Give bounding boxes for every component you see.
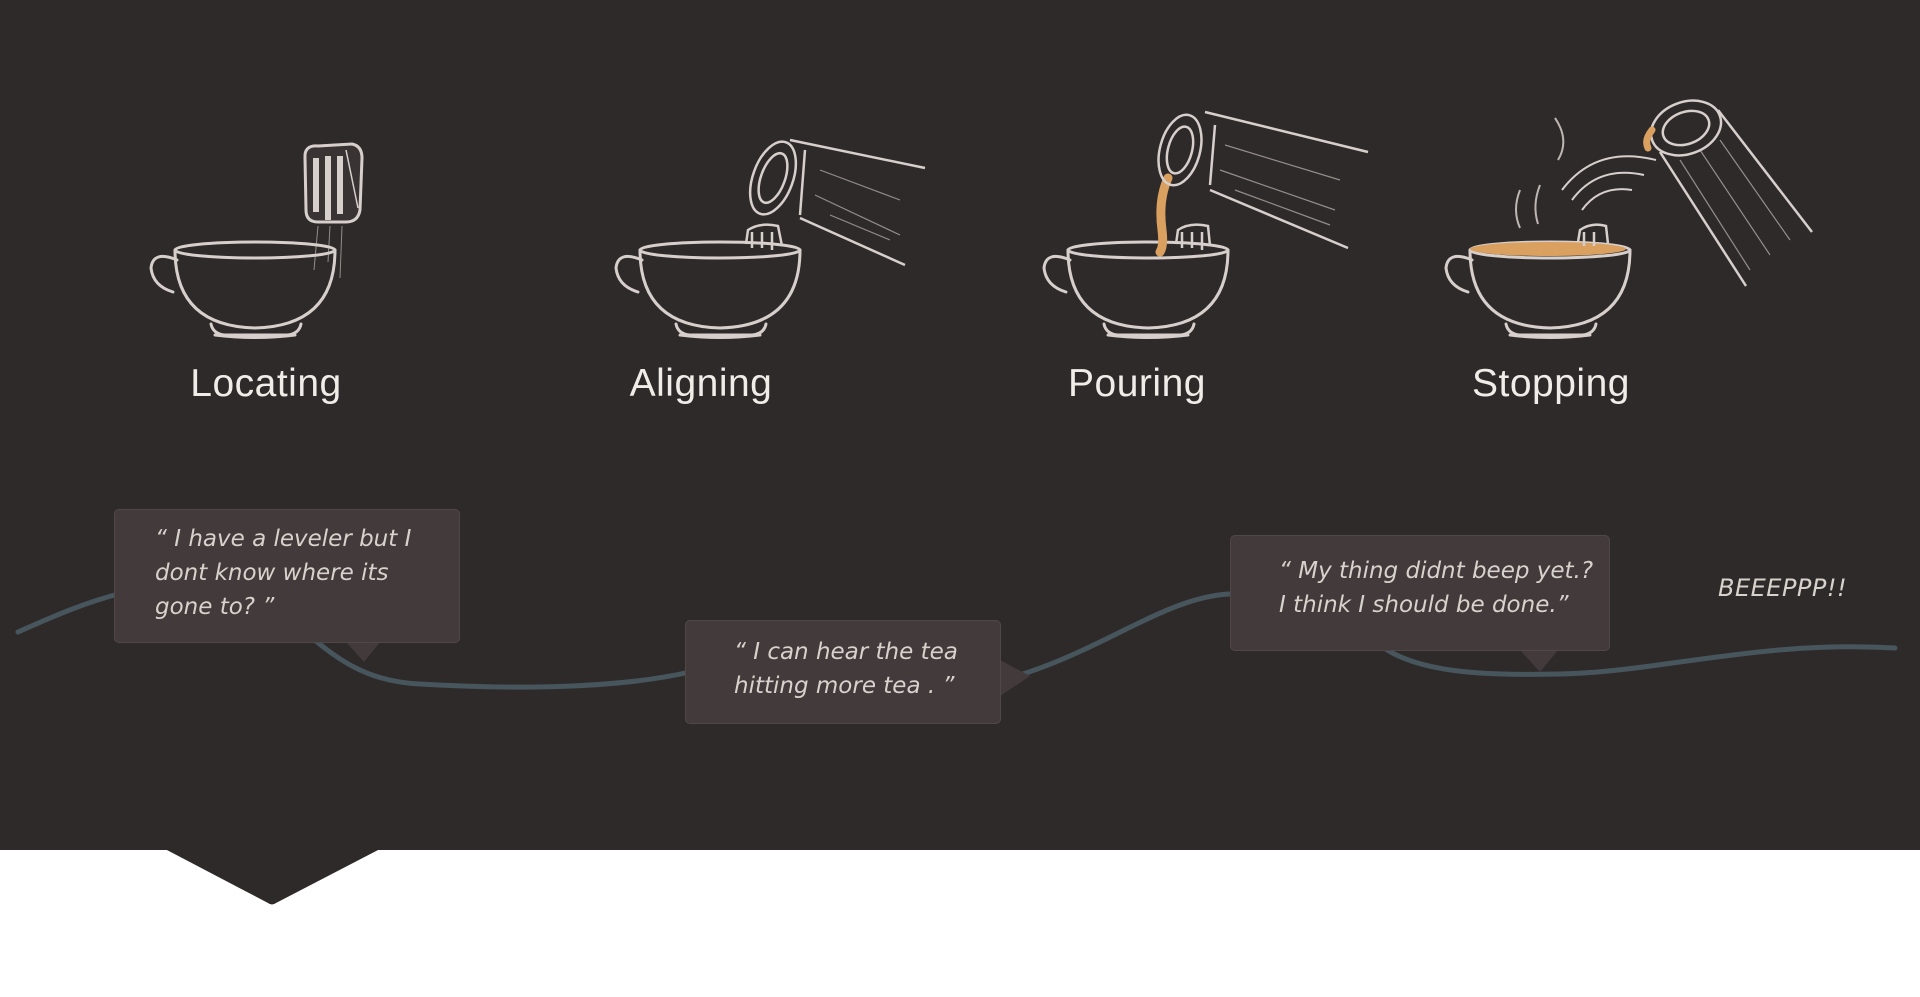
sound-waves-icon <box>1561 155 1657 211</box>
beep-sound-text: BEEEPPP!! <box>1718 574 1848 602</box>
stage-pouring-sketch <box>1042 110 1369 339</box>
quote-bubble-pouring: “ I can hear the tea hitting more tea . … <box>685 620 1001 724</box>
quote-line: I think I should be done.” <box>1279 592 1569 618</box>
quote-bubble-locating: “ I have a leveler but I dont know where… <box>114 509 460 643</box>
teacup-icon <box>1042 240 1230 339</box>
stage-stopping-sketch <box>1444 99 1813 339</box>
teacup-icon <box>1444 240 1632 339</box>
teacup-icon <box>614 240 802 339</box>
stage-label-stopping: Stopping <box>1472 362 1630 405</box>
stage-aligning-sketch <box>614 138 926 339</box>
tea-drip-icon <box>1643 126 1656 152</box>
leveler-device-icon <box>1174 223 1212 250</box>
quote-line: hitting more tea . ” <box>734 673 955 699</box>
quote-bubble-stopping: “ My thing didnt beep yet.? I think I sh… <box>1230 535 1610 651</box>
quote-line: “ I can hear the tea <box>734 639 958 665</box>
bubble-tail <box>1000 660 1030 696</box>
stage-locating-sketch <box>149 142 364 339</box>
leveler-device-icon <box>744 223 784 250</box>
tea-surface <box>1470 242 1626 256</box>
tea-kettle-icon <box>748 138 926 267</box>
teacup-icon <box>149 240 337 339</box>
quote-line: gone to? ” <box>155 594 275 620</box>
tea-kettle-icon <box>1157 110 1369 250</box>
leveler-device-icon <box>303 142 364 279</box>
stage-label-aligning: Aligning <box>629 362 773 405</box>
quote-line: “ I have a leveler but I <box>155 526 412 552</box>
bubble-tail <box>1520 650 1558 672</box>
tea-kettle-icon <box>1649 99 1813 287</box>
stage-label-pouring: Pouring <box>1068 362 1206 405</box>
quote-line: dont know where its <box>155 560 389 586</box>
stage-label-locating: Locating <box>190 362 342 405</box>
leveler-device-icon <box>1576 223 1610 246</box>
quote-line: “ My thing didnt beep yet.? <box>1279 558 1594 584</box>
bubble-tail <box>346 642 380 662</box>
tea-stream-icon <box>1155 173 1173 257</box>
steam-icon <box>1515 117 1565 229</box>
